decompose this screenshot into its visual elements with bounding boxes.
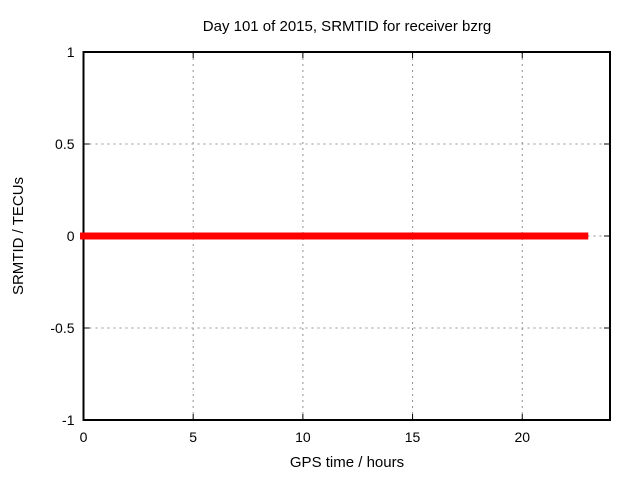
y-axis-label: SRMTID / TECUs (10, 177, 27, 295)
y-tick-label: 0.5 (55, 136, 75, 152)
x-tick-label: 20 (514, 429, 530, 445)
tick-labels: 0 5 10 15 20 -1 -0.5 0 0.5 1 (50, 44, 530, 445)
x-tick-label: 0 (80, 429, 88, 445)
y-tick-label: 1 (67, 44, 75, 60)
x-tick-label: 10 (295, 429, 311, 445)
y-tick-label: 0 (67, 228, 75, 244)
chart-title: Day 101 of 2015, SRMTID for receiver bzr… (203, 18, 491, 35)
x-axis-label: GPS time / hours (290, 454, 404, 471)
axis-ticks (83, 51, 610, 421)
x-tick-label: 15 (405, 429, 421, 445)
y-tick-label: -0.5 (50, 320, 74, 336)
y-tick-label: -1 (62, 412, 75, 428)
x-tick-label: 5 (189, 429, 197, 445)
